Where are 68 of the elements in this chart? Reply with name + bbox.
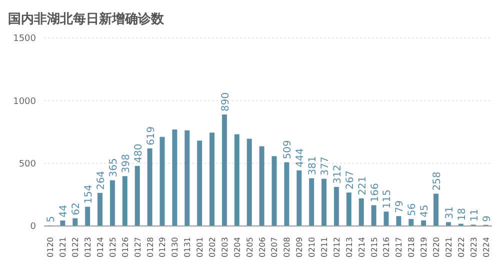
x-tick-label: 0122 [71,237,80,258]
x-tick-label: 0204 [232,237,242,258]
x-tick-label: 0224 [482,237,491,258]
x-tick-label: 0207 [270,237,280,258]
x-tick-label: 0205 [245,237,254,258]
data-label: 79 [394,200,406,214]
x-tick-label: 0221 [444,237,454,258]
x-tick-label: 0131 [183,237,192,258]
data-label: 619 [146,126,157,146]
data-label: 264 [96,170,108,190]
x-tick-label: 0206 [258,237,267,258]
x-tick-label: 0217 [394,237,404,258]
data-label: 62 [71,202,82,216]
data-label: 18 [456,208,468,221]
data-label: 381 [308,156,319,176]
x-tick-label: 0215 [370,237,379,258]
data-label: 312 [332,164,344,184]
x-tick-label: 0222 [456,237,466,258]
x-tick-label: 0214 [357,237,366,258]
x-tick-label: 0219 [420,237,429,258]
data-label: 9 [482,215,493,222]
x-tick-label: 0121 [58,237,68,258]
x-tick-label: 0223 [469,237,478,258]
x-tick-label: 0128 [146,237,155,258]
data-label: 444 [295,148,306,168]
x-tick-label: 0212 [332,237,342,258]
x-tick-label: 0203 [220,237,230,258]
data-label: 398 [120,154,132,174]
x-tick-label: 0201 [196,237,205,258]
data-label: 509 [282,140,294,160]
x-tick-label: 0123 [84,237,93,258]
data-label: 258 [432,172,444,191]
data-label: 154 [84,184,95,204]
x-tick-label: 0120 [46,237,56,258]
data-label: 56 [407,203,418,216]
x-tick-label: 0130 [170,237,180,258]
x-tick-label: 0209 [295,237,304,258]
data-label: 115 [382,189,394,209]
data-label: 890 [220,92,232,112]
data-label: 11 [469,208,480,222]
x-tick-label: 0211 [320,237,329,258]
data-label: 5 [46,216,58,222]
x-tick-label: 0216 [382,237,392,258]
y-tick-label: 500 [18,160,36,170]
data-label: 365 [108,158,120,178]
x-tick-label: 0210 [308,237,317,258]
x-tick-label: 0127 [133,237,142,258]
data-label: 480 [133,144,144,163]
data-label: 221 [357,176,368,196]
y-tick-label: 1000 [13,96,36,107]
x-tick-label: 0208 [282,237,292,258]
data-label: 267 [344,170,356,190]
data-label: 31 [444,206,456,220]
y-tick-label: 1500 [13,34,36,44]
data-label: 166 [370,183,381,202]
chart-title: 国内非湖北每日新增确诊数 [8,10,164,28]
data-label: 45 [420,204,431,218]
x-tick-label: 0213 [344,237,354,258]
x-tick-label: 0126 [120,237,130,258]
x-tick-label: 0202 [208,237,217,258]
y-tick-label: 0 [30,222,36,232]
x-tick-label: 0129 [158,237,168,258]
x-tick-label: 0220 [432,237,441,258]
data-label: 377 [320,156,332,176]
x-tick-label: 0124 [96,237,105,258]
x-tick-label: 0125 [108,237,118,258]
x-tick-label: 0218 [407,237,416,258]
data-label: 44 [58,204,70,218]
